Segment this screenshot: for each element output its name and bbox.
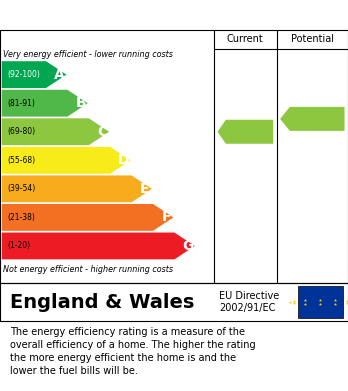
Polygon shape [218,120,273,144]
Text: (92-100): (92-100) [7,70,40,79]
Text: Current: Current [227,34,264,45]
Text: (1-20): (1-20) [7,242,30,251]
Polygon shape [2,61,66,88]
Text: EU Directive
2002/91/EC: EU Directive 2002/91/EC [219,291,279,313]
Text: B: B [75,96,86,110]
Text: England & Wales: England & Wales [10,292,195,312]
FancyBboxPatch shape [298,286,343,318]
Text: G: G [182,239,193,253]
Polygon shape [2,90,88,117]
Text: D: D [118,153,129,167]
Polygon shape [2,233,195,259]
Text: 69: 69 [244,125,262,138]
Polygon shape [2,176,152,202]
Text: (81-91): (81-91) [7,99,35,108]
Text: Very energy efficient - lower running costs: Very energy efficient - lower running co… [3,50,173,59]
Polygon shape [280,107,345,131]
Polygon shape [2,147,130,174]
Polygon shape [2,118,109,145]
Text: (69-80): (69-80) [7,127,35,136]
Text: (39-54): (39-54) [7,184,35,193]
Text: A: A [54,68,65,82]
Text: (55-68): (55-68) [7,156,35,165]
Text: Energy Efficiency Rating: Energy Efficiency Rating [10,7,220,23]
Polygon shape [2,204,173,231]
Text: E: E [140,182,150,196]
Text: 77: 77 [311,112,330,126]
Text: F: F [161,210,171,224]
Text: (21-38): (21-38) [7,213,35,222]
Text: C: C [97,125,107,139]
Text: The energy efficiency rating is a measure of the
overall efficiency of a home. T: The energy efficiency rating is a measur… [10,326,256,376]
Text: Potential: Potential [291,34,334,45]
Text: Not energy efficient - higher running costs: Not energy efficient - higher running co… [3,265,174,274]
